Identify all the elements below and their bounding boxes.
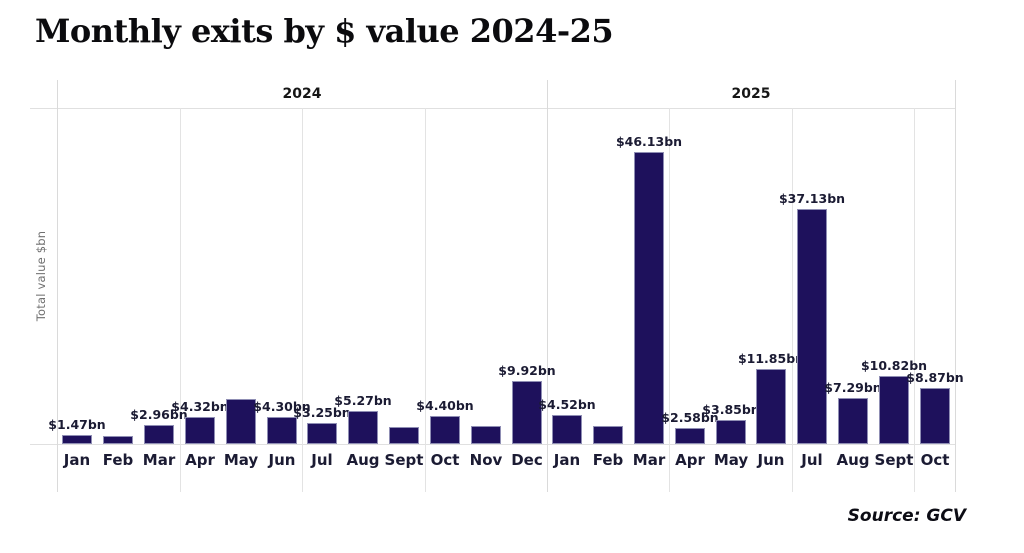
bar-value-label: $4.52bn xyxy=(538,397,596,412)
bar-2024-Jan xyxy=(62,435,92,444)
boundary-gridline xyxy=(955,80,956,492)
bar-value-label: $9.92bn xyxy=(498,363,556,378)
x-tick-label-2024-Nov: Nov xyxy=(469,451,503,469)
y-axis-label: Total value $bn xyxy=(34,230,48,322)
x-tick-label-2025-Apr: Apr xyxy=(675,451,705,469)
bar-2024-May xyxy=(226,399,256,444)
x-tick-label-2025-Feb: Feb xyxy=(592,451,624,469)
top-rule xyxy=(30,108,955,109)
bar-value-label: $11.85bn xyxy=(737,351,805,366)
source-credit: Source: GCV xyxy=(847,506,966,526)
bar-2024-Apr xyxy=(185,417,215,444)
x-tick-label-2025-Sept: Sept xyxy=(874,451,914,469)
baseline-rule xyxy=(30,444,955,445)
boundary-gridline xyxy=(57,80,58,492)
bar-2025-Jan xyxy=(552,415,582,444)
x-tick-label-2024-Feb: Feb xyxy=(102,451,134,469)
bar-2025-Sept xyxy=(879,376,909,444)
x-tick-label-2025-Jun: Jun xyxy=(757,451,785,469)
bar-value-label: $4.30bn xyxy=(253,399,311,414)
x-tick-label-2024-Jul: Jul xyxy=(311,451,333,469)
chart-title: Monthly exits by $ value 2024-25 xyxy=(35,12,614,50)
x-tick-label-2024-Dec: Dec xyxy=(511,451,543,469)
x-tick-label-2024-Sept: Sept xyxy=(384,451,424,469)
quarter-gridline xyxy=(914,108,915,492)
bar-2024-Aug xyxy=(348,411,378,444)
bar-2024-Mar xyxy=(144,425,174,444)
bar-2025-Aug xyxy=(838,398,868,444)
bar-2024-Dec xyxy=(512,381,542,444)
x-tick-label-2024-Apr: Apr xyxy=(185,451,215,469)
x-tick-label-2024-May: May xyxy=(223,451,259,469)
x-tick-label-2024-Jan: Jan xyxy=(63,451,91,469)
year-label-2025: 2025 xyxy=(731,86,771,102)
bar-value-label: $4.40bn xyxy=(416,398,474,413)
x-tick-label-2025-Jan: Jan xyxy=(553,451,581,469)
bar-value-label: $3.25bn xyxy=(293,405,351,420)
boundary-gridline xyxy=(547,80,548,492)
bar-2024-Jun xyxy=(267,417,297,444)
quarter-gridline xyxy=(792,108,793,492)
bar-2025-Feb xyxy=(593,426,623,444)
x-tick-label-2025-Mar: Mar xyxy=(632,451,666,469)
bar-2025-Apr xyxy=(675,428,705,444)
bar-2024-Sept xyxy=(389,427,419,444)
quarter-gridline xyxy=(302,108,303,492)
bar-value-label: $10.82bn xyxy=(860,358,928,373)
bar-2025-Jun xyxy=(756,369,786,444)
x-tick-label-2024-Jun: Jun xyxy=(268,451,296,469)
year-label-2024: 2024 xyxy=(282,86,322,102)
bar-value-label: $7.29bn xyxy=(824,380,882,395)
bar-value-label: $5.27bn xyxy=(334,393,392,408)
bar-2024-Nov xyxy=(471,426,501,444)
bar-value-label: $37.13bn xyxy=(778,191,846,206)
bar-value-label: $8.87bn xyxy=(906,370,964,385)
quarter-gridline xyxy=(669,108,670,492)
bar-2025-Mar xyxy=(634,152,664,444)
bar-2025-Oct xyxy=(920,388,950,444)
bar-value-label: $4.32bn xyxy=(171,399,229,414)
bar-2025-Jul xyxy=(797,209,827,444)
x-tick-label-2024-Mar: Mar xyxy=(142,451,176,469)
bar-2025-May xyxy=(716,420,746,444)
quarter-gridline xyxy=(180,108,181,492)
x-tick-label-2025-May: May xyxy=(713,451,749,469)
x-tick-label-2025-Oct: Oct xyxy=(920,451,950,469)
x-tick-label-2025-Jul: Jul xyxy=(801,451,823,469)
bar-value-label: $46.13bn xyxy=(615,134,683,149)
bar-value-label: $1.47bn xyxy=(48,417,106,432)
quarter-gridline xyxy=(425,108,426,492)
x-tick-label-2024-Aug: Aug xyxy=(346,451,380,469)
bar-value-label: $2.58bn xyxy=(661,410,719,425)
x-tick-label-2024-Oct: Oct xyxy=(430,451,460,469)
bar-2024-Oct xyxy=(430,416,460,444)
bar-value-label: $2.96bn xyxy=(130,407,188,422)
bar-2024-Feb xyxy=(103,436,133,444)
bar-2024-Jul xyxy=(307,423,337,444)
bar-value-label: $3.85bn xyxy=(702,402,760,417)
x-tick-label-2025-Aug: Aug xyxy=(836,451,870,469)
